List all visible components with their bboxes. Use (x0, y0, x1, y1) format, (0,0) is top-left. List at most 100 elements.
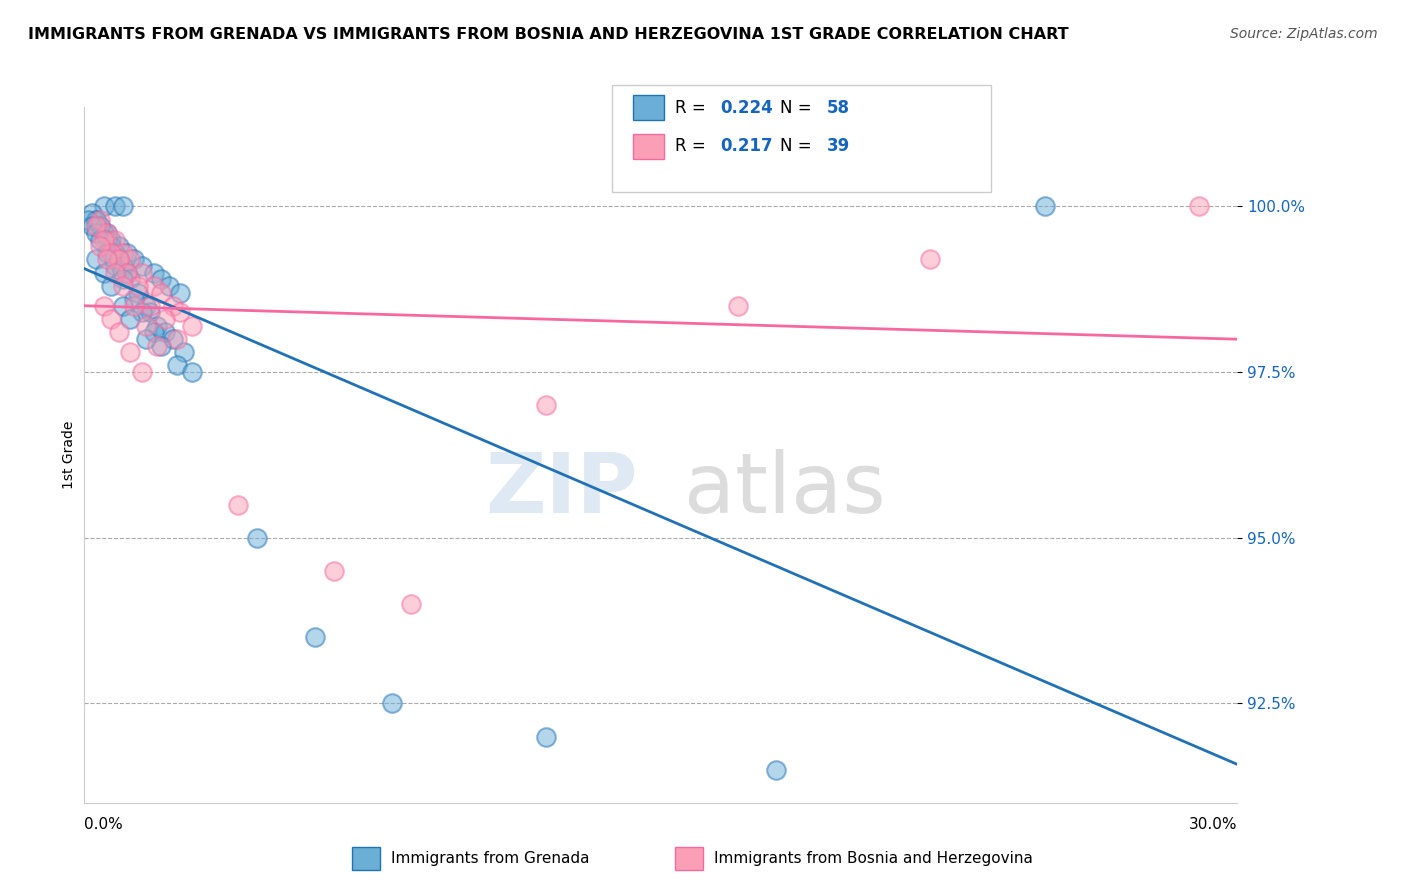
Point (166, 359, 188, 373)
Text: N =: N = (780, 99, 817, 117)
Point (181, 365, 204, 379)
Point (100, 279, 122, 293)
Point (84, 226, 107, 240)
Point (93, 233, 115, 247)
Point (93, 226, 115, 240)
Point (96, 226, 118, 240)
Point (169, 285, 191, 300)
Point (534, 398, 557, 412)
Point (135, 318, 157, 333)
Point (146, 338, 169, 352)
Point (80, 219, 103, 234)
Point (104, 245, 127, 260)
Point (115, 245, 138, 260)
Point (124, 252, 146, 267)
Text: 0.224: 0.224 (720, 99, 773, 117)
Point (304, 630, 326, 644)
Point (104, 266, 127, 280)
Point (108, 252, 131, 267)
Point (100, 245, 122, 260)
Point (89, 219, 111, 234)
Point (115, 266, 138, 280)
Point (96, 245, 118, 260)
Point (399, 597, 422, 611)
Point (169, 305, 191, 319)
Text: IMMIGRANTS FROM GRENADA VS IMMIGRANTS FROM BOSNIA AND HERZEGOVINA 1ST GRADE CORR: IMMIGRANTS FROM GRENADA VS IMMIGRANTS FR… (28, 27, 1069, 42)
Point (124, 292, 146, 306)
Point (84, 212, 107, 227)
Text: 0.0%: 0.0% (84, 817, 124, 831)
Point (226, 498, 249, 512)
Point (89, 239, 111, 253)
Text: Immigrants from Grenada: Immigrants from Grenada (391, 851, 589, 865)
Point (100, 233, 122, 247)
Point (381, 697, 404, 711)
Point (173, 345, 195, 359)
Point (323, 564, 346, 578)
Point (111, 259, 134, 273)
Point (181, 318, 204, 333)
Point (115, 266, 138, 280)
Point (120, 272, 142, 286)
Point (108, 326, 131, 340)
Text: 58: 58 (827, 99, 849, 117)
Point (142, 266, 165, 280)
Point (142, 326, 165, 340)
Point (124, 299, 146, 313)
Point (162, 332, 184, 346)
Point (111, 279, 134, 293)
Point (77, 212, 100, 227)
Point (96, 252, 118, 267)
Text: 0.217: 0.217 (720, 137, 772, 155)
Point (142, 279, 165, 293)
Point (93, 299, 115, 313)
Text: ZIP: ZIP (485, 450, 638, 530)
Point (89, 233, 111, 247)
Point (120, 312, 142, 326)
Point (162, 299, 184, 313)
Point (146, 318, 169, 333)
Point (918, 252, 941, 267)
Text: atlas: atlas (683, 450, 886, 530)
Point (93, 266, 115, 280)
Point (131, 365, 153, 379)
Point (104, 259, 127, 273)
Point (89, 212, 111, 227)
Point (131, 259, 153, 273)
Point (138, 305, 160, 319)
Text: Source: ZipAtlas.com: Source: ZipAtlas.com (1230, 27, 1378, 41)
Point (108, 239, 131, 253)
Point (1033, 199, 1056, 213)
Text: 30.0%: 30.0% (1189, 817, 1237, 831)
Point (96, 233, 118, 247)
Point (84, 219, 107, 234)
Point (104, 199, 127, 213)
Point (246, 531, 269, 545)
Point (534, 730, 557, 744)
Point (150, 272, 173, 286)
Point (100, 239, 122, 253)
Y-axis label: 1st Grade: 1st Grade (62, 421, 76, 489)
Point (166, 332, 188, 346)
Point (89, 219, 111, 234)
Point (157, 279, 180, 293)
Point (96, 226, 118, 240)
Point (765, 763, 787, 777)
Point (150, 338, 173, 352)
Point (131, 266, 153, 280)
Point (120, 345, 142, 359)
Point (153, 326, 176, 340)
Point (135, 299, 157, 313)
Point (80, 206, 103, 220)
Point (104, 233, 127, 247)
Point (111, 299, 134, 313)
Point (138, 299, 160, 313)
Point (84, 252, 107, 267)
Text: R =: R = (675, 137, 711, 155)
Point (1188, 199, 1211, 213)
Point (127, 279, 149, 293)
Point (127, 285, 149, 300)
Point (727, 299, 749, 313)
Point (100, 312, 122, 326)
Point (153, 312, 176, 326)
